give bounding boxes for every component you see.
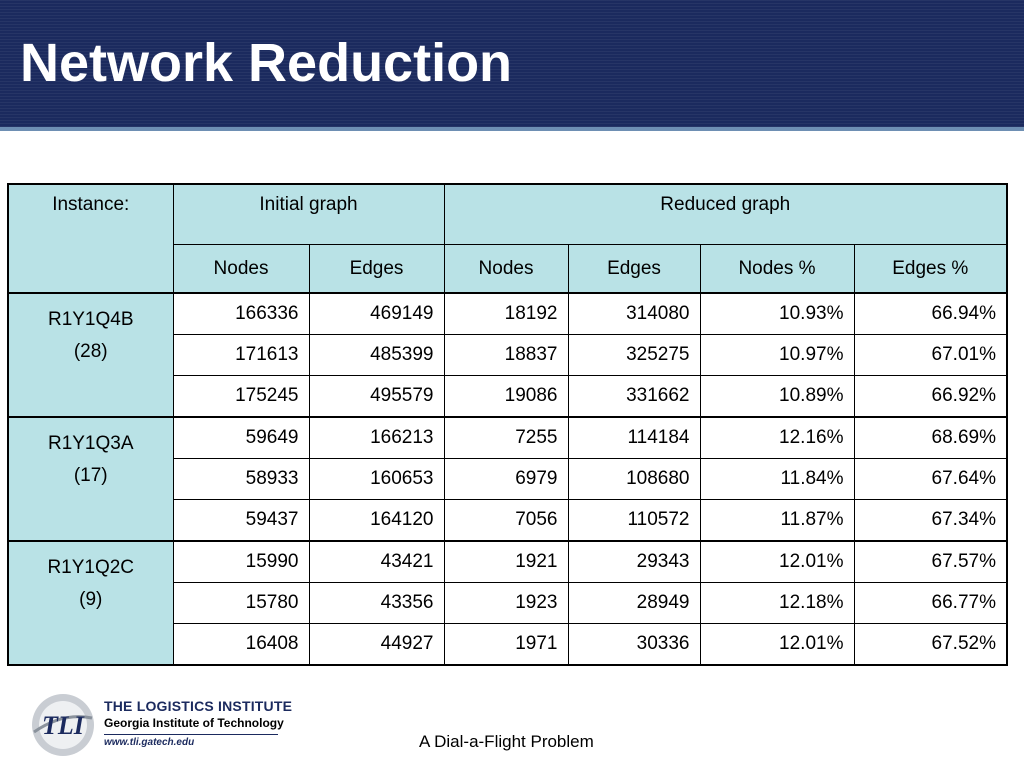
cell-reduced-edges: 30336 [567,623,701,666]
reduction-table: Instance: Initial graph Reduced graph No… [7,183,1008,666]
cell-reduced-nodes: 1971 [443,623,569,666]
group-r1y1q3a: R1Y1Q3A (17) 59649 166213 7255 114184 12… [7,416,1008,542]
table-row: 171613 485399 18837 325275 10.97% 67.01% [8,334,1008,376]
instance-cell: R1Y1Q2C (9) [7,540,174,666]
cell-reduced-edges: 29343 [567,540,701,583]
table-row: 16408 44927 1971 30336 12.01% 67.52% [8,623,1008,666]
cell-initial-edges: 164120 [308,499,445,542]
cell-initial-nodes: 175245 [172,375,310,418]
header-instance: Instance: [7,183,174,294]
institute-logo: TLI THE LOGISTICS INSTITUTE Georgia Inst… [30,692,292,758]
logo-divider [104,734,278,735]
instance-name: R1Y1Q4B [47,309,134,330]
table-row: 59437 164120 7056 110572 11.87% 67.34% [8,499,1008,542]
header-nodes-percent: Nodes % [699,244,855,294]
table-row: 58933 160653 6979 108680 11.84% 67.64% [8,458,1008,500]
cell-initial-edges: 43421 [308,540,445,583]
header-row-groups: Instance: Initial graph Reduced graph [7,183,1008,294]
cell-initial-nodes: 16408 [172,623,310,666]
header-edges-percent: Edges % [853,244,1008,294]
cell-initial-edges: 166213 [308,416,445,459]
logo-university-name: Georgia Institute of Technology [104,716,284,730]
cell-initial-nodes: 59649 [172,416,310,459]
instance-count: (17) [73,465,108,486]
cell-initial-edges: 43356 [308,582,445,624]
group-r1y1q4b: R1Y1Q4B (28) 166336 469149 18192 314080 … [7,292,1008,418]
logo-website: www.tli.gatech.edu [104,737,195,748]
cell-reduced-edges: 314080 [567,292,701,335]
cell-initial-nodes: 58933 [172,458,310,500]
header-reduced-edges: Edges [567,244,701,294]
cell-reduced-nodes: 19086 [443,375,569,418]
cell-reduced-nodes: 7056 [443,499,569,542]
cell-reduced-edges: 108680 [567,458,701,500]
cell-edges-percent: 67.52% [853,623,1008,666]
instance-cell: R1Y1Q3A (17) [7,416,174,542]
cell-initial-edges: 160653 [308,458,445,500]
cell-nodes-percent: 12.16% [699,416,855,459]
slide-title: Network Reduction [20,33,513,93]
cell-initial-edges: 485399 [308,334,445,376]
cell-reduced-edges: 114184 [567,416,701,459]
table-row: R1Y1Q2C (9) 15990 43421 1921 29343 12.01… [7,540,1008,666]
cell-initial-nodes: 15990 [172,540,310,583]
cell-reduced-nodes: 1923 [443,582,569,624]
cell-initial-nodes: 166336 [172,292,310,335]
footer-caption: A Dial-a-Flight Problem [419,732,594,751]
cell-nodes-percent: 12.18% [699,582,855,624]
cell-reduced-nodes: 18837 [443,334,569,376]
cell-nodes-percent: 11.87% [699,499,855,542]
cell-edges-percent: 67.64% [853,458,1008,500]
instance-cell: R1Y1Q4B (28) [7,292,174,418]
cell-reduced-nodes: 18192 [443,292,569,335]
cell-edges-percent: 68.69% [853,416,1008,459]
cell-initial-edges: 44927 [308,623,445,666]
cell-edges-percent: 67.57% [853,540,1008,583]
cell-initial-edges: 495579 [308,375,445,418]
cell-nodes-percent: 12.01% [699,623,855,666]
cell-reduced-nodes: 7255 [443,416,569,459]
cell-initial-nodes: 15780 [172,582,310,624]
cell-edges-percent: 66.92% [853,375,1008,418]
instance-count: (28) [73,341,108,362]
instance-count: (9) [79,589,103,610]
cell-nodes-percent: 11.84% [699,458,855,500]
cell-edges-percent: 67.34% [853,499,1008,542]
table-row: R1Y1Q3A (17) 59649 166213 7255 114184 12… [7,416,1008,542]
cell-reduced-nodes: 1921 [443,540,569,583]
instance-name: R1Y1Q2C [47,557,135,578]
header-reduced-graph: Reduced graph [443,183,1008,245]
cell-edges-percent: 66.77% [853,582,1008,624]
cell-reduced-edges: 325275 [567,334,701,376]
logo-institute-name: THE LOGISTICS INSTITUTE [104,698,293,714]
header-initial-edges: Edges [308,244,445,294]
header-initial-graph: Initial graph [172,183,445,245]
header-initial-nodes: Nodes [172,244,310,294]
cell-initial-nodes: 171613 [172,334,310,376]
title-divider [0,127,1024,131]
cell-nodes-percent: 10.97% [699,334,855,376]
tli-emblem: TLI [32,694,94,756]
group-r1y1q2c: R1Y1Q2C (9) 15990 43421 1921 29343 12.01… [7,540,1008,666]
table-row: 175245 495579 19086 331662 10.89% 66.92% [8,375,1008,418]
cell-reduced-edges: 110572 [567,499,701,542]
cell-nodes-percent: 10.93% [699,292,855,335]
instance-name: R1Y1Q3A [47,433,134,454]
table-row: R1Y1Q4B (28) 166336 469149 18192 314080 … [7,292,1008,418]
cell-edges-percent: 66.94% [853,292,1008,335]
header-reduced-nodes: Nodes [443,244,569,294]
cell-reduced-nodes: 6979 [443,458,569,500]
emblem-letters: TLI [42,711,85,740]
table-row: 15780 43356 1923 28949 12.18% 66.77% [8,582,1008,624]
header-row-columns: Nodes Edges Nodes Edges Nodes % Edges % [8,244,1008,294]
cell-reduced-edges: 28949 [567,582,701,624]
cell-reduced-edges: 331662 [567,375,701,418]
cell-edges-percent: 67.01% [853,334,1008,376]
cell-nodes-percent: 12.01% [699,540,855,583]
cell-initial-nodes: 59437 [172,499,310,542]
title-bar [0,0,1024,127]
cell-nodes-percent: 10.89% [699,375,855,418]
cell-initial-edges: 469149 [308,292,445,335]
